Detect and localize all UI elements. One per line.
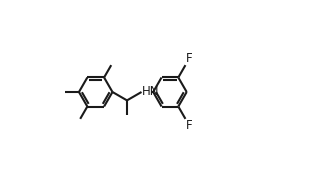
Text: HN: HN [142, 85, 160, 98]
Text: F: F [186, 52, 193, 65]
Text: F: F [186, 119, 193, 132]
